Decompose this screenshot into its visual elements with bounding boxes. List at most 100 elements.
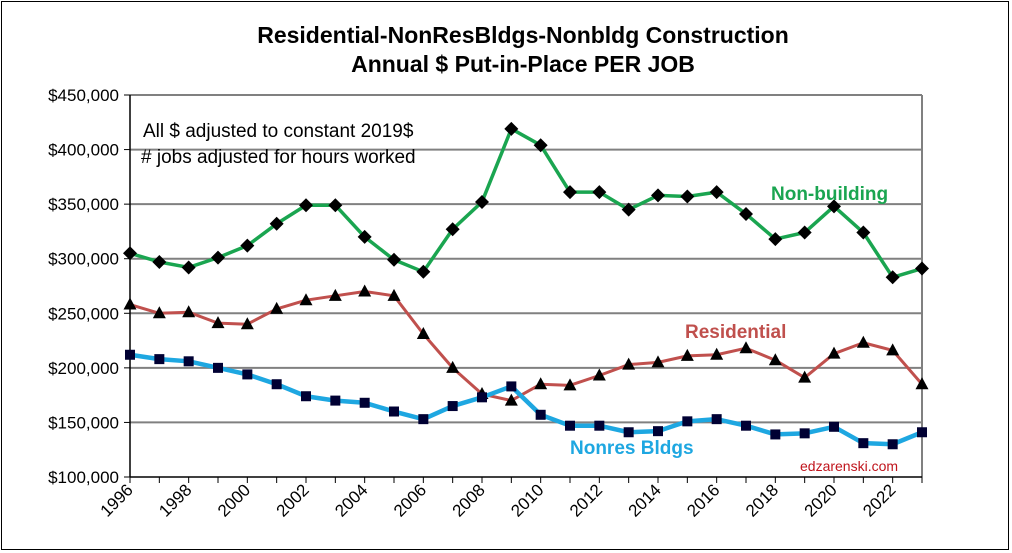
x-tick-label: 2000 [214,480,254,520]
data-point-nonres-bldgs [154,354,165,365]
data-point-nonres-bldgs [242,369,253,380]
data-point-residential [446,360,460,373]
data-point-non-building [827,199,841,214]
data-point-non-building [299,198,313,213]
y-tick-label: $400,000 [48,141,119,160]
x-tick-label: 1998 [155,480,195,520]
data-point-residential [240,317,254,330]
data-point-nonres-bldgs [741,420,751,431]
data-point-nonres-bldgs [213,362,223,373]
y-axis-ticks: $100,000 $150,000 $200,000 $250,000 $300,000… [48,86,130,487]
x-tick-label: 2014 [625,480,665,520]
series-label-residential: Residential [685,322,786,343]
data-point-residential [739,341,753,354]
data-point-nonres-bldgs [594,420,605,431]
data-point-non-building [416,264,431,279]
y-tick-label: $150,000 [48,413,119,432]
chart-title-line-2: Annual $ Put-in-Place PER JOB [351,51,695,77]
data-point-residential [182,305,196,318]
data-point-non-building [621,202,636,217]
data-point-nonres-bldgs [447,401,458,412]
data-point-residential [211,316,225,329]
data-point-non-building [739,206,753,221]
series-line-nonres-bldgs [129,352,923,447]
x-tick-label: 2012 [566,480,606,520]
data-point-residential [798,370,812,383]
data-point-nonres-bldgs [330,395,341,406]
data-point-nonres-bldgs [623,427,634,438]
series-line-residential [129,289,924,403]
data-point-non-building [475,194,489,209]
annotation-hours-worked: # jobs adjusted for hours worked [141,147,416,168]
data-point-residential [152,306,166,319]
x-axis-ticks: 1996 1998 2000 2002 2004 2006 2008 2010 2012 2014… [97,477,923,521]
data-point-residential [915,377,929,390]
data-point-nonres-bldgs [301,391,311,402]
data-point-non-building [445,222,460,237]
data-point-residential [416,327,430,340]
data-point-residential [886,343,900,356]
y-tick-label: $350,000 [48,195,119,214]
x-tick-label: 2010 [507,480,547,520]
x-tick-label: 2016 [683,480,723,520]
data-point-residential [827,346,841,359]
series-line-non-building [129,127,923,280]
data-point-non-building [856,225,871,240]
data-point-nonres-bldgs [125,349,135,360]
data-point-nonres-bldgs [389,406,399,417]
data-point-non-building [269,216,284,231]
data-point-nonres-bldgs [183,356,194,367]
data-point-residential [504,393,518,406]
data-point-residential [270,301,284,314]
data-point-nonres-bldgs [565,420,575,431]
series-label-non-building: Non-building [771,184,888,205]
data-point-residential [680,348,694,361]
data-point-residential [563,378,577,391]
data-point-nonres-bldgs [917,427,927,438]
data-point-non-building [152,254,167,269]
data-point-nonres-bldgs [535,409,546,420]
data-point-non-building [915,261,929,276]
y-tick-label: $300,000 [48,250,119,269]
data-point-non-building [709,185,724,200]
data-point-non-building [533,138,548,153]
x-tick-label: 2018 [742,480,782,520]
data-point-non-building [592,185,607,200]
data-point-nonres-bldgs [829,421,839,432]
data-point-non-building [123,246,137,261]
data-point-nonres-bldgs [887,439,898,450]
data-point-non-building [768,232,783,247]
data-point-non-building [357,229,372,244]
data-point-nonres-bldgs [858,438,869,449]
data-point-nonres-bldgs [770,429,781,440]
credit-text: edzarenski.com [800,458,898,474]
data-point-residential [651,355,665,368]
data-point-residential [856,335,870,348]
y-tick-label: $450,000 [48,86,119,105]
x-tick-label: 2004 [331,480,371,520]
x-tick-label: 2002 [273,480,313,520]
data-point-non-building [181,260,196,275]
axes [129,95,922,478]
x-tick-label: 2006 [390,480,430,520]
data-point-non-building [563,185,577,200]
data-point-non-building [885,270,900,285]
data-point-non-building [240,238,255,253]
data-point-nonres-bldgs [418,414,429,425]
y-tick-label: $250,000 [48,304,119,323]
data-point-residential [328,288,342,301]
x-tick-label: 2022 [859,480,899,520]
data-point-nonres-bldgs [682,416,693,427]
data-point-nonres-bldgs [271,379,282,390]
data-point-residential [710,347,724,360]
data-point-non-building [387,252,401,267]
data-point-non-building [504,121,519,136]
data-point-nonres-bldgs [359,397,370,408]
data-point-nonres-bldgs [799,428,810,439]
series-residential [123,284,929,406]
series-label-nonres-bldgs: Nonres Bldgs [570,438,694,459]
series-nonres-bldgs [125,349,927,450]
data-point-residential [358,284,372,297]
